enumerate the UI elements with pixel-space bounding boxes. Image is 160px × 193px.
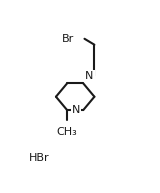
Text: HBr: HBr [29,153,49,163]
Text: N: N [85,71,94,81]
Text: Br: Br [62,34,75,44]
Text: N: N [72,105,80,115]
Text: CH₃: CH₃ [57,127,77,137]
